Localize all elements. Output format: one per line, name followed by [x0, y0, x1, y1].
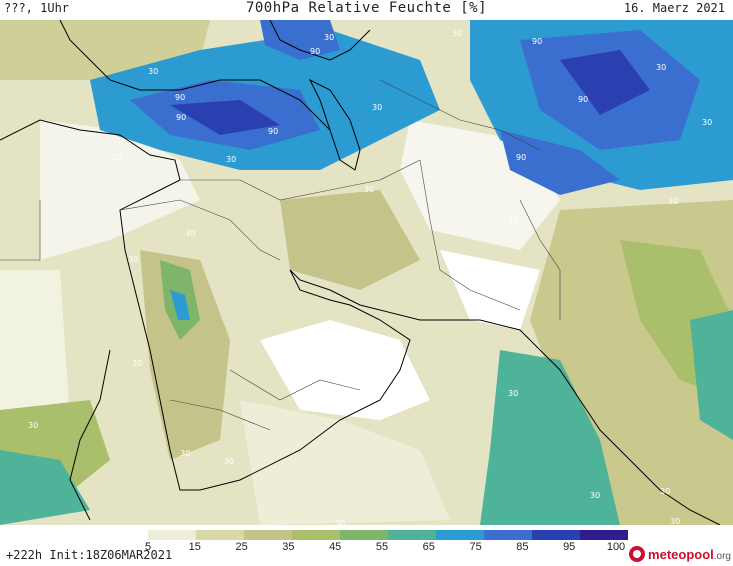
- colorbar: [100, 530, 628, 540]
- coastline-south-asia: [289, 269, 721, 525]
- logo-main: meteopool: [648, 546, 714, 562]
- contour-label: 30: [670, 517, 680, 525]
- colorbar-segment: [580, 530, 628, 540]
- humidity-map: 90 90 90 90 90 90 90 30 30 30 30 30 30 3…: [0, 20, 733, 525]
- colorbar-segment: [292, 530, 341, 540]
- colorbar-tick-label: 55: [375, 541, 389, 553]
- contour-labels: 90 90 90 90 90 90 90 30 30 30 30 30 30 3…: [28, 29, 712, 525]
- teal-zone-africa: [0, 450, 90, 525]
- contour-label: 30: [508, 389, 518, 398]
- contour-label: 90: [176, 113, 186, 122]
- coastline-caucasus: [269, 20, 371, 61]
- coastline-arabia: [0, 119, 411, 491]
- colorbar-tick-label: 5: [144, 541, 152, 553]
- contour-label: 90: [516, 153, 526, 162]
- coastlines: [0, 20, 721, 525]
- contour-label: 30: [656, 63, 666, 72]
- colorbar-segment: [484, 530, 533, 540]
- contour-label: 30: [112, 153, 122, 162]
- init-label: ???, 1Uhr: [4, 1, 70, 15]
- colorbar-tick-label: 100: [606, 541, 626, 553]
- borders: [0, 79, 561, 431]
- colorbar-segment: [388, 530, 437, 540]
- teal-zone-india-east: [690, 310, 733, 440]
- logo-text: meteopool.org: [648, 547, 731, 562]
- deep-blue-zone-himalaya: [560, 50, 650, 115]
- colorbar-segment: [196, 530, 245, 540]
- blue-zone-hindukush: [500, 130, 620, 195]
- coastline-caspian: [308, 78, 361, 171]
- contour-label: 30: [702, 118, 712, 127]
- contour-label: 90: [310, 47, 320, 56]
- dry-zone-sudan: [0, 270, 70, 440]
- contour-label: 30: [668, 197, 678, 206]
- colorbar-segment: [148, 530, 197, 540]
- coastline-africa: [69, 349, 111, 521]
- contour-label: 90: [578, 95, 588, 104]
- valid-date: 16. Maerz 2021: [623, 1, 725, 15]
- contour-label: 30: [132, 359, 142, 368]
- map-title: 700hPa Relative Feuchte [%]: [245, 0, 488, 16]
- dry-zone-egypt: [40, 120, 200, 260]
- colorbar-segment: [340, 530, 389, 540]
- contour-label: 30: [224, 457, 234, 466]
- logo-suffix: .org: [713, 550, 731, 562]
- contour-label: 30: [28, 421, 38, 430]
- contour-label: 30: [324, 33, 334, 42]
- colorbar-tick-label: 25: [235, 541, 248, 553]
- contour-label: 30: [185, 229, 195, 238]
- dry-zone-arabia: [260, 320, 430, 420]
- contour-label: 30: [452, 29, 462, 38]
- contour-label: 30: [508, 215, 518, 224]
- colorbar-tick-label: 85: [516, 541, 529, 553]
- colorbar-segment: [100, 530, 149, 540]
- contour-label: 30: [660, 487, 670, 496]
- teal-zone-arabian-sea: [480, 350, 620, 525]
- colorbar-segment: [436, 530, 485, 540]
- blue-zone-redsea: [170, 290, 190, 320]
- logo-icon: [629, 546, 646, 562]
- dry-zone-sea: [240, 400, 450, 525]
- colorbar-ticks: 5 15 25 35 45 55 65 75 85 95 100: [100, 541, 628, 555]
- meteopool-logo: meteopool.org: [629, 544, 731, 564]
- colorbar-tick-label: 75: [469, 541, 482, 553]
- dry-zone-pakistan: [440, 250, 540, 330]
- contour-label: 30: [590, 491, 600, 500]
- colorbar-segment: [244, 530, 293, 540]
- contour-label: 30: [180, 449, 190, 458]
- contour-label: 30: [372, 103, 382, 112]
- colorbar-tick-label: 95: [563, 541, 576, 553]
- colorbar-tick-label: 15: [188, 541, 201, 553]
- coastline-black-sea: [59, 20, 331, 131]
- contour-label: 30: [335, 519, 345, 525]
- colorbar-tick-label: 45: [329, 541, 342, 553]
- contour-label: 90: [175, 93, 185, 102]
- contour-label: 30: [364, 185, 374, 194]
- contour-label: 30: [148, 67, 158, 76]
- contour-label: 90: [532, 37, 542, 46]
- contour-label: 30: [128, 255, 138, 264]
- deep-blue-zone-turkey: [170, 100, 280, 135]
- colorbar-tick-label: 35: [282, 541, 295, 553]
- moist-zone-gulf: [280, 190, 420, 290]
- colorbar-segment: [532, 530, 581, 540]
- blue-zone-caucasus: [260, 20, 340, 60]
- contour-label: 30: [226, 155, 236, 164]
- contour-label: 90: [268, 127, 278, 136]
- run-info: +222h Init:18Z06MAR2021: [6, 548, 173, 562]
- colorbar-tick-label: 65: [422, 541, 435, 553]
